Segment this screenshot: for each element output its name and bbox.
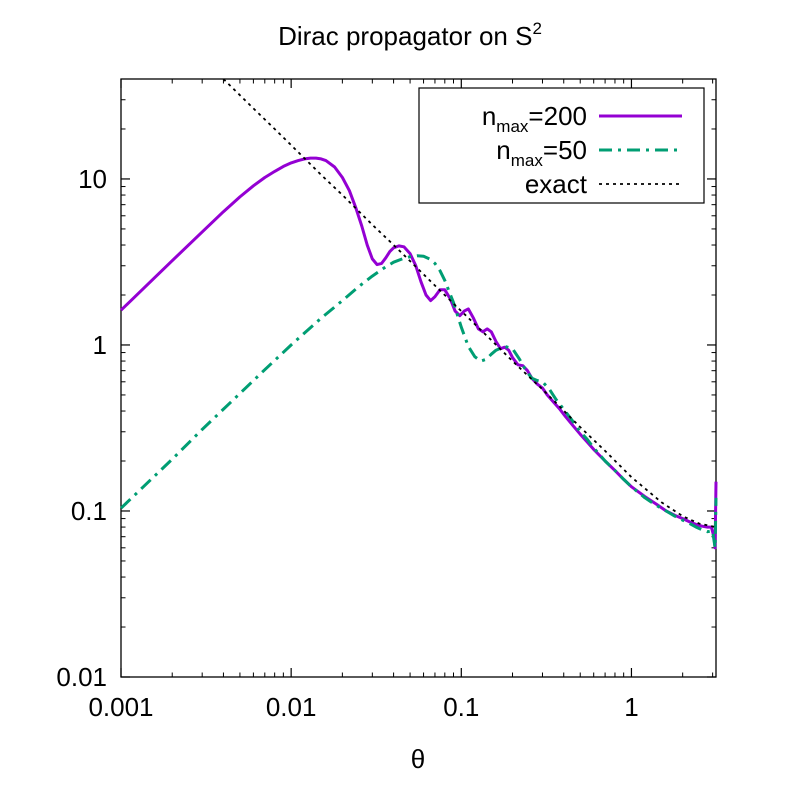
chart-title-superscript: 2 — [532, 19, 541, 38]
legend-label-base: n — [496, 135, 510, 165]
series-line-3 — [222, 78, 717, 528]
legend-label-subscript: max — [496, 117, 529, 136]
legend-label-base: exact — [525, 169, 588, 199]
legend-label-base: n — [482, 101, 496, 131]
y-tick-label: 1 — [93, 330, 107, 360]
series-line-1 — [119, 156, 718, 550]
y-tick-label: 0.1 — [71, 496, 107, 526]
legend-label-3: exact — [525, 169, 588, 199]
legend-label-rest: =50 — [543, 135, 587, 165]
series-line-2 — [119, 254, 718, 550]
legend-label-rest: =200 — [528, 101, 587, 131]
legend-label-subscript: max — [511, 151, 544, 170]
chart-title-main: Dirac propagator on S — [278, 21, 532, 51]
legend-label-1: nmax=200 — [482, 101, 587, 136]
x-axis-label: θ — [411, 744, 425, 774]
plot-frame — [120, 78, 717, 678]
y-tick-label: 10 — [78, 164, 107, 194]
x-tick-label: 0.1 — [443, 692, 479, 722]
y-tick-label: 0.01 — [56, 662, 107, 692]
chart-title: Dirac propagator on S2 — [278, 19, 542, 51]
series-layer — [119, 78, 718, 550]
legend-label-2: nmax=50 — [496, 135, 587, 170]
x-tick-label: 0.001 — [88, 692, 153, 722]
x-tick-label: 0.01 — [266, 692, 317, 722]
x-tick-label: 1 — [624, 692, 638, 722]
